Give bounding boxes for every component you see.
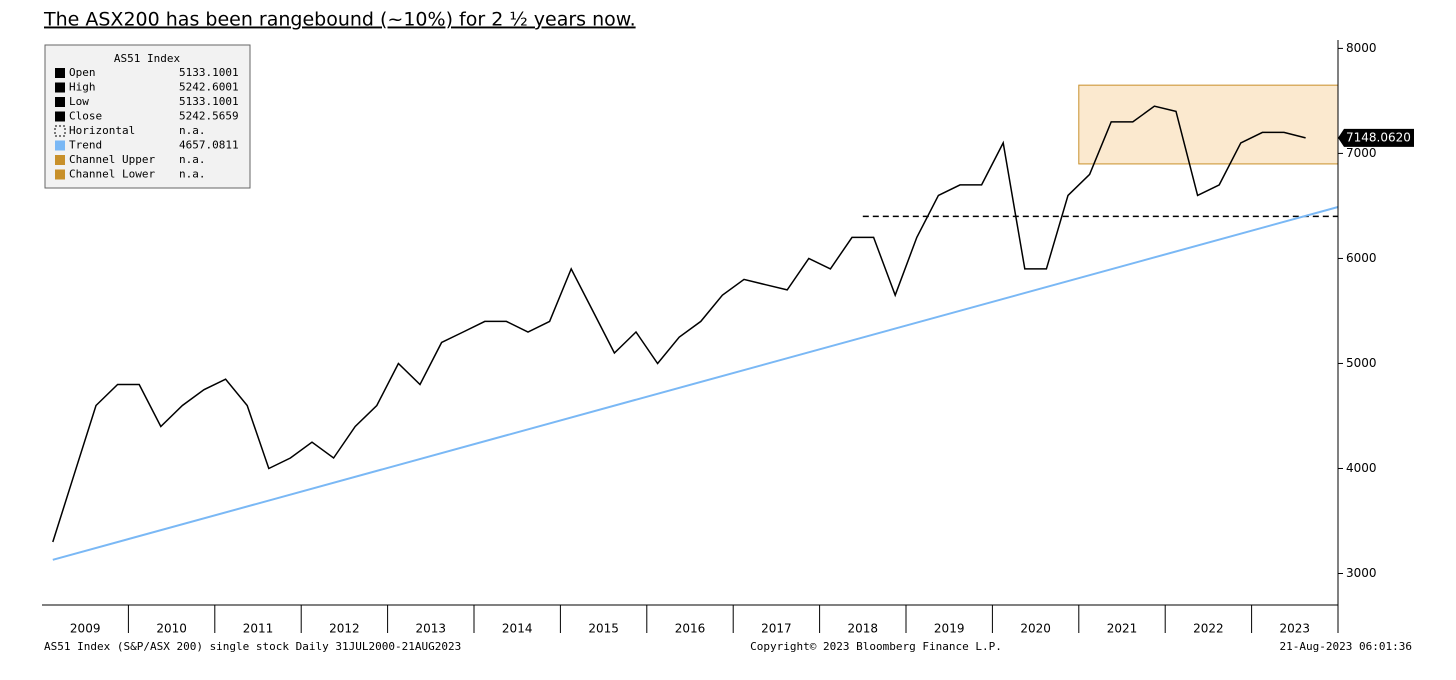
x-tick-label: 2019 (934, 622, 965, 636)
footer-left: AS51 Index (S&P/ASX 200) single stock Da… (44, 640, 461, 653)
x-tick-label: 2022 (1193, 622, 1224, 636)
legend-name: Channel Lower (69, 168, 155, 181)
x-tick-label: 2021 (1107, 622, 1138, 636)
legend-value: n.a. (179, 153, 206, 166)
legend-name: Open (69, 66, 96, 79)
legend-name: Close (69, 110, 102, 123)
legend-value: 5242.5659 (179, 110, 239, 123)
x-tick-label: 2018 (848, 622, 879, 636)
legend-name: Trend (69, 139, 102, 152)
chart-title: The ASX200 has been rangebound (~10%) fo… (43, 9, 636, 31)
legend-swatch (55, 82, 65, 93)
x-tick-label: 2012 (329, 622, 360, 636)
y-tick-label: 3000 (1346, 566, 1377, 580)
legend-swatch (55, 140, 65, 151)
price-line (52, 105, 1306, 543)
y-tick-label: 8000 (1346, 41, 1377, 55)
legend-swatch (55, 111, 65, 122)
legend-swatch (55, 169, 65, 180)
legend-value: 5133.1001 (179, 95, 239, 108)
legend-value: 5242.6001 (179, 81, 239, 94)
legend-name: Horizontal (69, 124, 135, 137)
channel-box (1078, 84, 1339, 165)
legend-value: 5133.1001 (179, 66, 239, 79)
y-tick-label: 6000 (1346, 251, 1377, 265)
y-tick-label: 4000 (1346, 461, 1377, 475)
x-tick-label: 2023 (1280, 622, 1311, 636)
legend-value: 4657.0811 (179, 139, 239, 152)
x-tick-label: 2011 (243, 622, 274, 636)
x-tick-label: 2017 (761, 622, 792, 636)
legend-swatch (54, 125, 66, 137)
x-tick-label: 2009 (70, 622, 101, 636)
x-tick-label: 2020 (1020, 622, 1051, 636)
x-tick-label: 2015 (588, 622, 619, 636)
legend-value: n.a. (179, 124, 206, 137)
y-tick-label: 7000 (1346, 146, 1377, 160)
legend-swatch (55, 155, 65, 165)
y-tick-label: 5000 (1346, 356, 1377, 370)
footer-center: Copyright© 2023 Bloomberg Finance L.P. (750, 640, 1002, 653)
legend-swatch (55, 97, 65, 107)
x-tick-label: 2016 (675, 622, 706, 636)
legend-name: Channel Upper (69, 153, 155, 166)
trend-line (52, 206, 1339, 561)
x-tick-label: 2010 (156, 622, 187, 636)
legend-name: High (69, 81, 96, 94)
legend-swatch (55, 68, 65, 78)
x-tick-label: 2013 (416, 622, 447, 636)
footer-right: 21-Aug-2023 06:01:36 (1280, 640, 1412, 653)
legend-value: n.a. (179, 168, 206, 181)
legend-name: Low (69, 95, 89, 108)
last-value-label: 7148.0620 (1346, 130, 1411, 144)
x-tick-label: 2014 (502, 622, 533, 636)
last-value-box (1338, 128, 1414, 147)
legend-title: AS51 Index (114, 52, 181, 65)
legend-box (44, 44, 251, 189)
